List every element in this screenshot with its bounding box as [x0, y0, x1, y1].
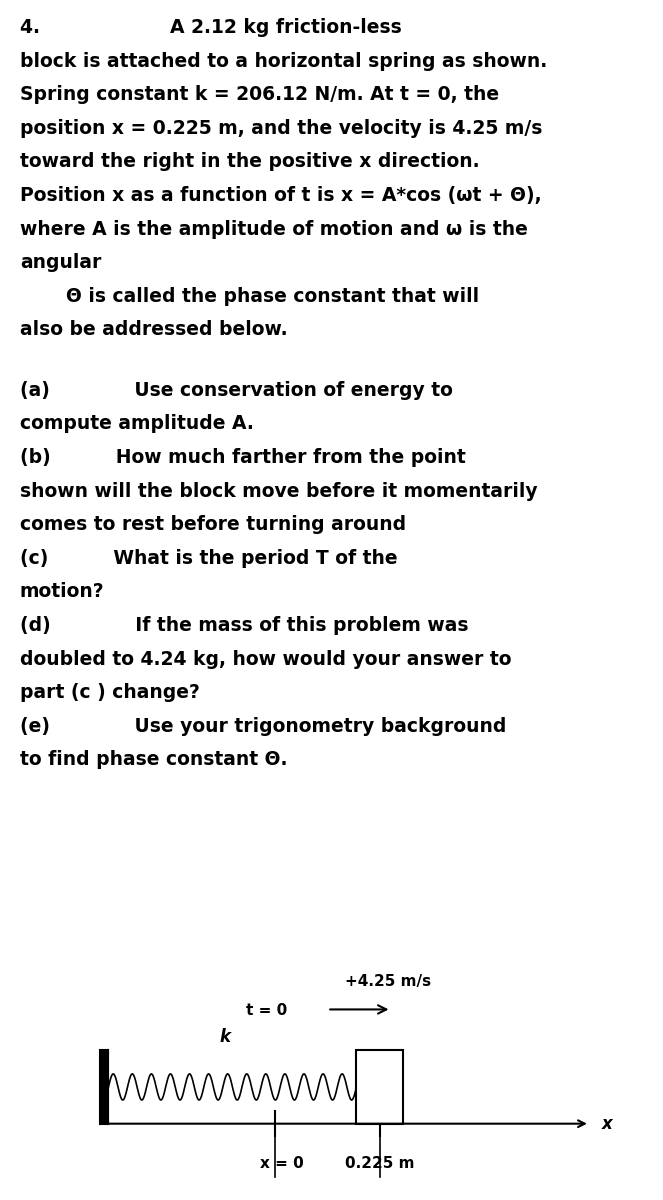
- Text: comes to rest before turning around: comes to rest before turning around: [20, 515, 406, 534]
- Bar: [357, 1050, 403, 1123]
- Text: position x = 0.225 m, and the velocity is 4.25 m/s: position x = 0.225 m, and the velocity i…: [20, 119, 542, 138]
- Text: k: k: [219, 1028, 230, 1046]
- Text: compute amplitude A.: compute amplitude A.: [20, 414, 254, 433]
- Text: block is attached to a horizontal spring as shown.: block is attached to a horizontal spring…: [20, 52, 547, 71]
- Text: (c)          What is the period T of the: (c) What is the period T of the: [20, 548, 398, 568]
- Text: Spring constant k = 206.12 N/m. At t = 0, the: Spring constant k = 206.12 N/m. At t = 0…: [20, 85, 499, 104]
- Text: motion?: motion?: [20, 582, 105, 601]
- Text: 4.                    A 2.12 kg friction-less: 4. A 2.12 kg friction-less: [20, 18, 402, 37]
- Text: where A is the amplitude of motion and ω is the: where A is the amplitude of motion and ω…: [20, 220, 528, 239]
- Text: (e)             Use your trigonometry background: (e) Use your trigonometry background: [20, 716, 507, 736]
- Text: shown will the block move before it momentarily: shown will the block move before it mome…: [20, 481, 538, 500]
- Text: doubled to 4.24 kg, how would your answer to: doubled to 4.24 kg, how would your answe…: [20, 649, 511, 668]
- Text: (b)          How much farther from the point: (b) How much farther from the point: [20, 448, 465, 467]
- Text: toward the right in the positive x direction.: toward the right in the positive x direc…: [20, 152, 479, 172]
- Text: 0.225 m: 0.225 m: [345, 1157, 414, 1171]
- Text: (d)             If the mass of this problem was: (d) If the mass of this problem was: [20, 616, 468, 635]
- Text: Θ is called the phase constant that will: Θ is called the phase constant that will: [66, 287, 479, 306]
- Text: +4.25 m/s: +4.25 m/s: [345, 974, 431, 989]
- Text: (a)             Use conservation of energy to: (a) Use conservation of energy to: [20, 380, 453, 400]
- Bar: [99, 1050, 109, 1123]
- Text: angular: angular: [20, 253, 101, 272]
- Text: Position x as a function of t is x = A*cos (ωt + Θ),: Position x as a function of t is x = A*c…: [20, 186, 542, 205]
- Text: x = 0: x = 0: [260, 1157, 304, 1171]
- Text: to find phase constant Θ.: to find phase constant Θ.: [20, 750, 287, 769]
- Text: x: x: [601, 1115, 612, 1133]
- Text: t = 0: t = 0: [245, 1003, 287, 1018]
- Text: also be addressed below.: also be addressed below.: [20, 320, 288, 340]
- Text: part (c ) change?: part (c ) change?: [20, 683, 200, 702]
